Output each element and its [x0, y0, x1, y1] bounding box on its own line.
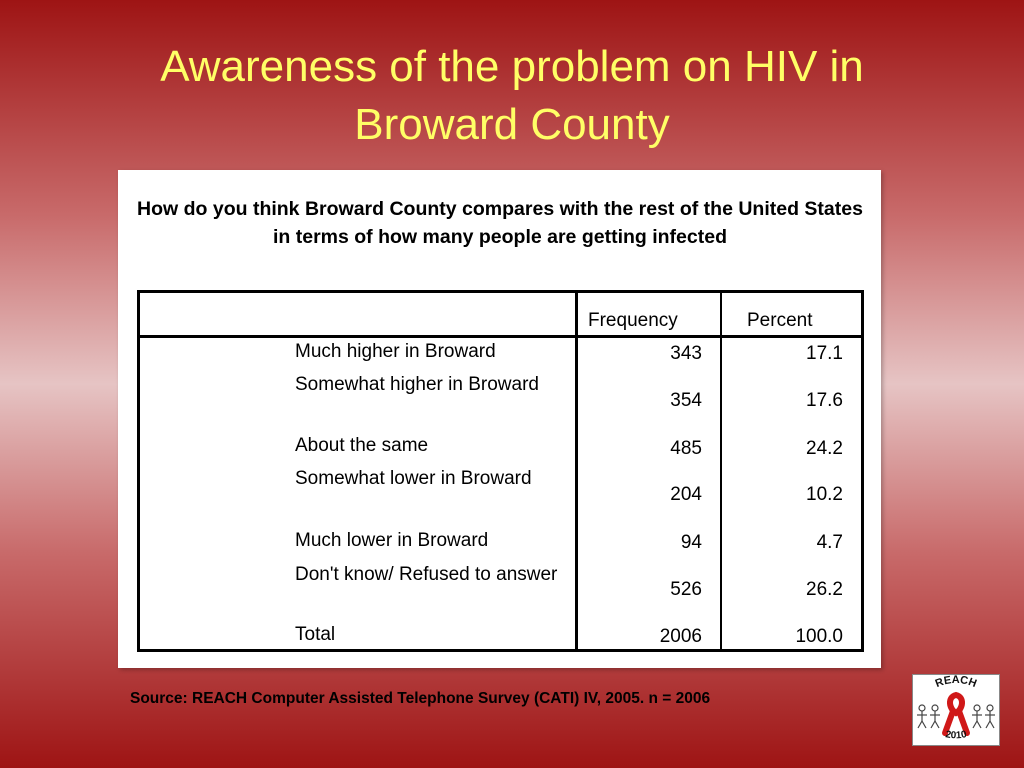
table-panel [118, 170, 881, 668]
table-divider-label [575, 290, 578, 652]
header-frequency: Frequency [588, 310, 678, 331]
row-label: Somewhat lower in Broward [295, 468, 532, 489]
row-frequency: 343 [670, 343, 702, 364]
logo-top-text: REACH [934, 675, 979, 690]
row-frequency: 204 [670, 484, 702, 505]
table-divider-freq [720, 290, 722, 652]
row-percent: 17.1 [806, 343, 843, 364]
row-percent: 17.6 [806, 390, 843, 411]
red-ribbon-icon: REACH 2010 [917, 674, 995, 741]
row-frequency-total: 2006 [659, 626, 702, 647]
row-frequency: 526 [670, 579, 702, 600]
logo-bottom-text: 2010 [944, 729, 968, 741]
ribbon-left-tail [942, 708, 956, 736]
ribbon-loop [947, 691, 965, 717]
slide-title-line-2: Broward County [354, 100, 670, 149]
row-label: Much higher in Broward [295, 341, 496, 362]
row-label: Somewhat higher in Broward [295, 374, 539, 395]
row-percent: 26.2 [806, 579, 843, 600]
row-frequency: 354 [670, 390, 702, 411]
table-header-rule [137, 335, 864, 338]
row-percent: 4.7 [816, 532, 843, 553]
reach-2010-logo: REACH 2010 [912, 674, 1000, 746]
row-percent: 24.2 [806, 438, 843, 459]
row-percent-total: 100.0 [795, 626, 843, 647]
source-note: Source: REACH Computer Assisted Telephon… [130, 690, 711, 707]
row-frequency: 94 [680, 532, 702, 553]
slide-title-line-1: Awareness of the problem on HIV in [160, 42, 864, 91]
row-label-total: Total [295, 624, 336, 645]
row-frequency: 485 [670, 438, 702, 459]
ribbon-right-tail [956, 708, 970, 736]
row-label: Much lower in Broward [295, 530, 489, 551]
table-question: How do you think Broward County compares… [137, 198, 863, 248]
slide-title: Awareness of the problem on HIV in Browa… [0, 38, 1024, 154]
row-label: About the same [295, 435, 429, 456]
header-percent: Percent [747, 310, 813, 331]
row-percent: 10.2 [806, 484, 843, 505]
frequency-table [137, 290, 864, 652]
row-label: Don't know/ Refused to answer [295, 564, 558, 585]
